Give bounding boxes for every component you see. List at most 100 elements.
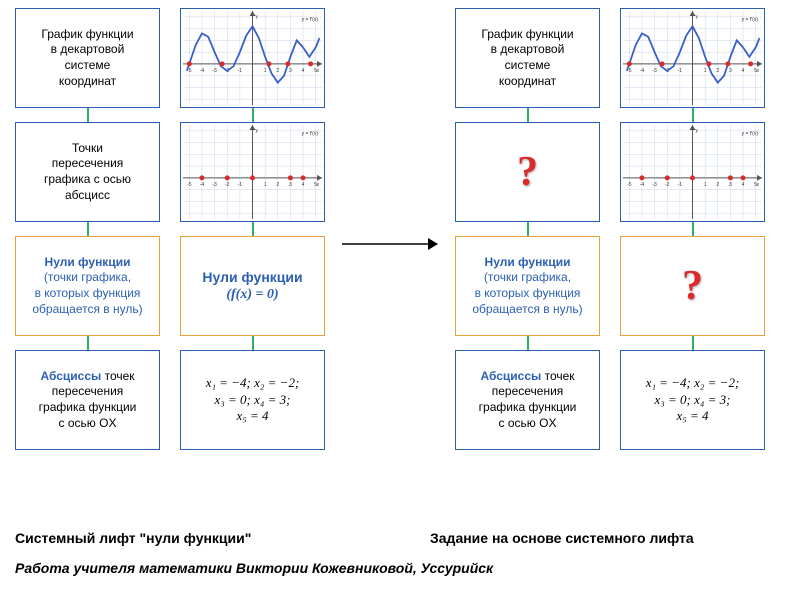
box-r1c1: График функции в декартовой системе коор… bbox=[15, 8, 160, 108]
connector bbox=[692, 336, 694, 350]
box-r1c4: -5-4-3-2-112345xyy = f′(x) bbox=[620, 8, 765, 108]
connector bbox=[527, 108, 529, 122]
svg-text:-3: -3 bbox=[652, 68, 657, 74]
chart-zeros: -5-4-3-2-112345xyy = f′(x) bbox=[183, 125, 322, 219]
connector bbox=[252, 336, 254, 350]
chart-full: -5-4-3-2-112345xyy = f′(x) bbox=[623, 11, 762, 105]
svg-text:1: 1 bbox=[264, 68, 267, 74]
svg-text:4: 4 bbox=[302, 68, 305, 74]
connector bbox=[692, 108, 694, 122]
text: пересечения bbox=[52, 156, 124, 172]
line: с осью OX bbox=[59, 416, 117, 432]
roots-line: x₅ = 4 bbox=[676, 408, 708, 425]
sub: (точки графика, bbox=[44, 270, 131, 286]
box-r4c1: Абсциссы точек пересечения графика функц… bbox=[15, 350, 160, 450]
svg-text:x: x bbox=[757, 182, 760, 188]
svg-text:4: 4 bbox=[742, 182, 745, 188]
text: системе bbox=[65, 58, 111, 74]
box-r2c4: -5-4-3-2-112345xyy = f′(x) bbox=[620, 122, 765, 222]
text: системе bbox=[505, 58, 551, 74]
text: в декартовой bbox=[51, 42, 125, 58]
svg-text:4: 4 bbox=[742, 68, 745, 74]
box-r4c4: x₁ = −4; x₂ = −2; x₃ = 0; x₄ = 3; x₅ = 4 bbox=[620, 350, 765, 450]
svg-text:x: x bbox=[317, 68, 320, 74]
svg-text:-3: -3 bbox=[212, 182, 217, 188]
title: Нули функции bbox=[202, 268, 302, 286]
box-r1c3: График функции в декартовой системе коор… bbox=[455, 8, 600, 108]
svg-text:2: 2 bbox=[716, 182, 719, 188]
svg-text:-5: -5 bbox=[187, 182, 192, 188]
line: с осью OX bbox=[499, 416, 557, 432]
question-mark-icon: ? bbox=[682, 259, 703, 314]
caption-left: Системный лифт "нули функции" bbox=[15, 530, 251, 546]
text: абсцисс bbox=[65, 188, 110, 204]
column-1: График функции в декартовой системе коор… bbox=[15, 8, 160, 450]
title: Нули функции bbox=[45, 255, 131, 271]
svg-text:1: 1 bbox=[704, 182, 707, 188]
column-2: -5-4-3-2-112345xyy = f′(x) -5-4-3-2-1123… bbox=[180, 8, 325, 450]
box-r4c2: x₁ = −4; x₂ = −2; x₃ = 0; x₄ = 3; x₅ = 4 bbox=[180, 350, 325, 450]
svg-text:-1: -1 bbox=[238, 182, 243, 188]
svg-text:-2: -2 bbox=[225, 182, 230, 188]
svg-text:-2: -2 bbox=[665, 182, 670, 188]
box-r1c2: -5-4-3-2-112345xyy = f′(x) bbox=[180, 8, 325, 108]
svg-text:3: 3 bbox=[729, 68, 732, 74]
box-r3c3: Нули функции (точки графика, в которых ф… bbox=[455, 236, 600, 336]
arrow-icon bbox=[340, 232, 440, 256]
box-r2c3: ? bbox=[455, 122, 600, 222]
roots-line: x₃ = 0; x₄ = 3; bbox=[654, 392, 730, 409]
box-r3c4: ? bbox=[620, 236, 765, 336]
chart-full: -5-4-3-2-112345xyy = f′(x) bbox=[183, 11, 322, 105]
connector bbox=[252, 222, 254, 236]
connector bbox=[87, 222, 89, 236]
column-3: График функции в декартовой системе коор… bbox=[455, 8, 600, 450]
svg-text:-3: -3 bbox=[212, 68, 217, 74]
svg-text:3: 3 bbox=[289, 182, 292, 188]
roots-line: x₁ = −4; x₂ = −2; bbox=[646, 375, 740, 392]
svg-text:x: x bbox=[757, 68, 760, 74]
caption-right: Задание на основе системного лифта bbox=[430, 530, 694, 546]
sub: обращается в нуль) bbox=[472, 302, 582, 318]
svg-text:4: 4 bbox=[302, 182, 305, 188]
svg-text:y = f′(x): y = f′(x) bbox=[302, 17, 319, 23]
connector bbox=[527, 336, 529, 350]
svg-text:2: 2 bbox=[716, 68, 719, 74]
credit: Работа учителя математики Виктории Кожев… bbox=[15, 560, 493, 576]
svg-text:-1: -1 bbox=[678, 182, 683, 188]
chart-zeros: -5-4-3-2-112345xyy = f′(x) bbox=[623, 125, 762, 219]
svg-text:-1: -1 bbox=[678, 68, 683, 74]
box-r4c3: Абсциссы точек пересечения графика функц… bbox=[455, 350, 600, 450]
sub: в которых функция bbox=[475, 286, 581, 302]
svg-text:3: 3 bbox=[289, 68, 292, 74]
svg-text:-4: -4 bbox=[200, 182, 205, 188]
box-r2c1: Точки пересечения графика с осью абсцисс bbox=[15, 122, 160, 222]
svg-text:2: 2 bbox=[276, 68, 279, 74]
line: пересечения bbox=[52, 384, 124, 400]
sub: (точки графика, bbox=[484, 270, 571, 286]
column-4: -5-4-3-2-112345xyy = f′(x) -5-4-3-2-1123… bbox=[620, 8, 765, 450]
line: Абсциссы точек bbox=[480, 369, 574, 385]
sub: обращается в нуль) bbox=[32, 302, 142, 318]
svg-text:y = f′(x): y = f′(x) bbox=[742, 131, 759, 137]
line: графика функции bbox=[39, 400, 137, 416]
connector bbox=[87, 108, 89, 122]
svg-text:-1: -1 bbox=[238, 68, 243, 74]
text: в декартовой bbox=[491, 42, 565, 58]
text: Точки bbox=[72, 141, 103, 157]
text: График функции bbox=[41, 27, 133, 43]
svg-text:2: 2 bbox=[276, 182, 279, 188]
svg-text:x: x bbox=[317, 182, 320, 188]
line: пересечения bbox=[492, 384, 564, 400]
line: графика функции bbox=[479, 400, 577, 416]
box-r3c1: Нули функции (точки графика, в которых ф… bbox=[15, 236, 160, 336]
svg-text:3: 3 bbox=[729, 182, 732, 188]
sub: в которых функция bbox=[35, 286, 141, 302]
connector bbox=[527, 222, 529, 236]
box-r2c2: -5-4-3-2-112345xyy = f′(x) bbox=[180, 122, 325, 222]
roots-line: x₅ = 4 bbox=[236, 408, 268, 425]
svg-text:-5: -5 bbox=[627, 182, 632, 188]
connector bbox=[252, 108, 254, 122]
svg-text:y = f′(x): y = f′(x) bbox=[302, 131, 319, 137]
connector bbox=[692, 222, 694, 236]
roots-line: x₃ = 0; x₄ = 3; bbox=[214, 392, 290, 409]
